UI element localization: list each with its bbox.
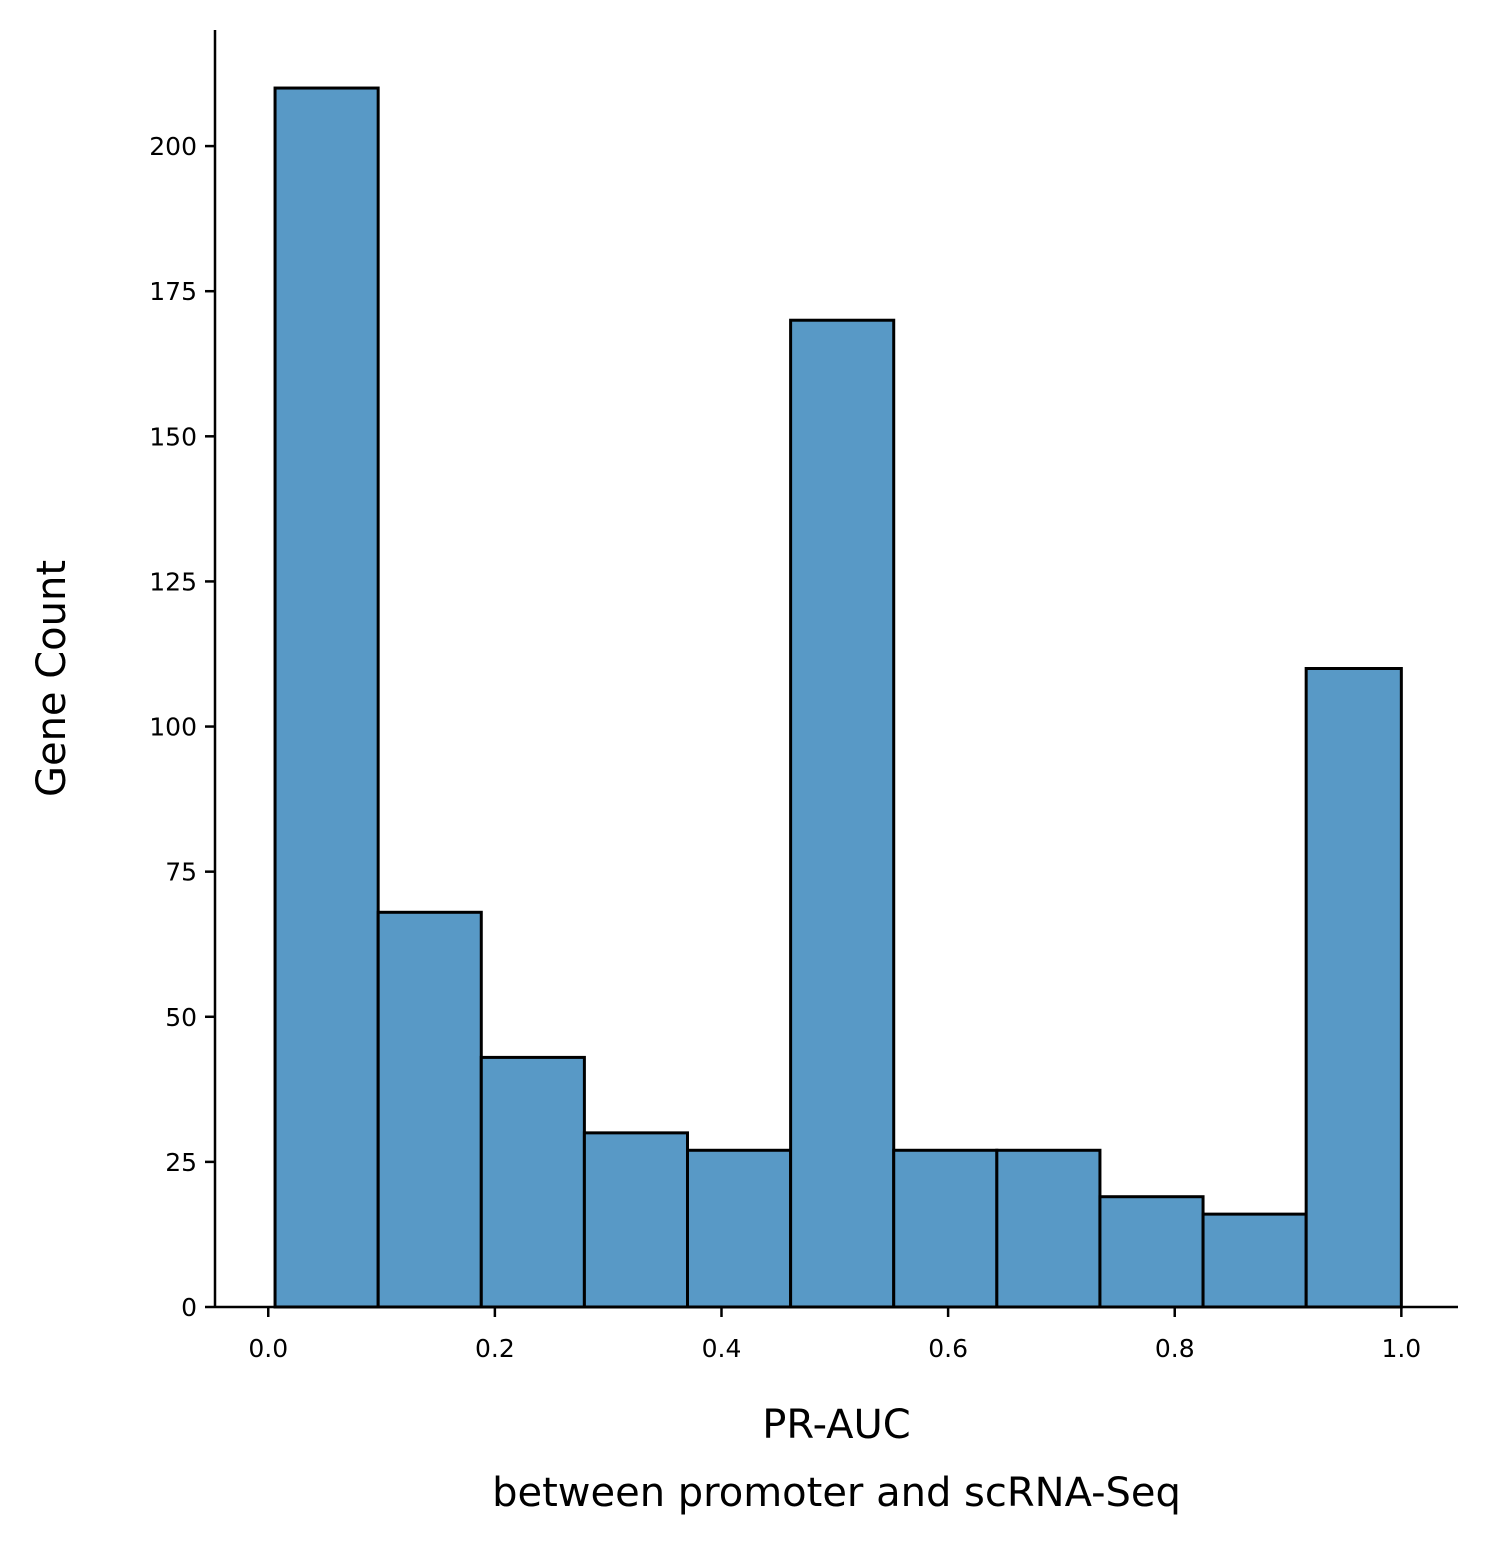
y-tick-label: 200 — [149, 132, 197, 161]
y-tick-label: 25 — [165, 1148, 197, 1177]
histogram-bar — [273, 86, 380, 1309]
histogram-bar — [376, 910, 483, 1309]
x-tick-label: 1.0 — [1381, 1334, 1421, 1363]
y-tick-label: 150 — [149, 422, 197, 451]
histogram-bar — [582, 1131, 689, 1309]
x-tick-label: 0.4 — [702, 1334, 742, 1363]
x-tick-label: 0.6 — [928, 1334, 968, 1363]
histogram-bar — [1201, 1212, 1308, 1309]
x-axis-ticks: 0.0 0.2 0.4 0.6 0.8 1.0 — [248, 1307, 1421, 1363]
bars-group — [273, 86, 1403, 1309]
histogram-bar — [892, 1148, 999, 1309]
y-tick-label: 100 — [149, 713, 197, 742]
y-tick-label: 75 — [165, 858, 197, 887]
histogram-bar — [789, 318, 896, 1309]
y-axis-title: Gene Count — [29, 560, 75, 797]
y-axis-ticks: 0 25 50 75 100 125 150 175 200 — [149, 132, 215, 1322]
histogram-bar — [479, 1055, 586, 1309]
histogram-bar — [995, 1148, 1102, 1309]
x-axis-title-line-2: between promoter and scRNA-Seq — [492, 1470, 1181, 1516]
x-tick-label: 0.2 — [475, 1334, 515, 1363]
histogram-bar — [1098, 1195, 1205, 1309]
x-tick-label: 0.0 — [248, 1334, 288, 1363]
y-tick-label: 125 — [149, 567, 197, 596]
histogram-bar — [1304, 667, 1403, 1309]
histogram-bar — [685, 1148, 793, 1309]
x-tick-label: 0.8 — [1155, 1334, 1195, 1363]
y-tick-label: 0 — [181, 1293, 197, 1322]
y-tick-label: 50 — [165, 1003, 197, 1032]
x-axis-title-line-1: PR-AUC — [762, 1402, 910, 1448]
y-tick-label: 175 — [149, 277, 197, 306]
